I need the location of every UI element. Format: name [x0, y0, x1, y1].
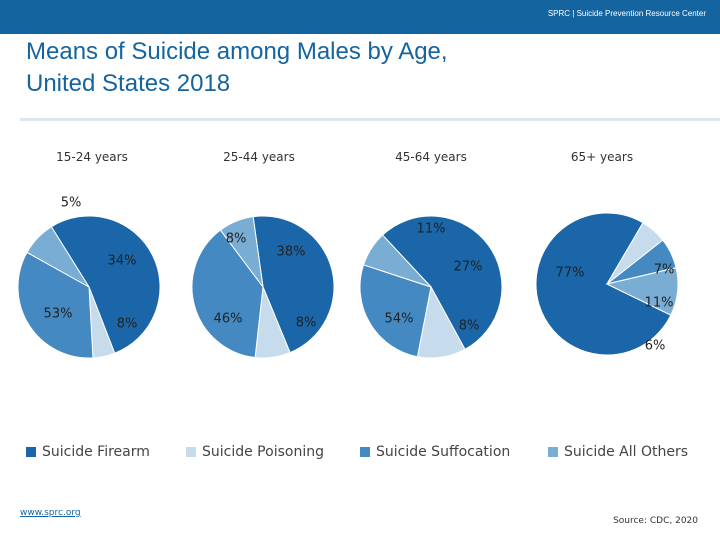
data-label-65-plus-suffocation: 7% — [654, 263, 675, 278]
legend-item-firearm: Suicide Firearm — [26, 442, 150, 462]
legend-item-poisoning: Suicide Poisoning — [186, 442, 324, 462]
data-label-45-64-suffocation: 27% — [454, 260, 483, 275]
footer-url-link[interactable]: www.sprc.org — [20, 508, 81, 518]
legend-label-suffocation: Suicide Suffocation — [376, 444, 511, 460]
data-label-25-44-all-others: 8% — [296, 316, 317, 331]
data-label-15-24-all-others: 8% — [117, 317, 138, 332]
title-divider — [20, 118, 720, 121]
data-label-25-44-poisoning: 8% — [226, 232, 247, 247]
slice-25-44-all-others — [219, 216, 264, 288]
legend-swatch-suffocation — [360, 447, 370, 457]
slice-25-44-firearm — [252, 215, 335, 354]
data-label-25-44-suffocation: 38% — [277, 245, 306, 260]
legend-swatch-firearm — [26, 447, 36, 457]
slice-45-64-all-others — [362, 234, 432, 288]
slice-25-44-suffocation — [191, 229, 264, 359]
legend-label-firearm: Suicide Firearm — [42, 444, 150, 460]
slice-15-24-all-others — [26, 226, 90, 288]
age-label-25-44: 25-44 years — [223, 150, 295, 164]
slice-65-plus-all-others — [605, 267, 679, 316]
pie-charts: 53% 5% 34% 8% 46% 8% 38% 8% 54% 11% 27% 8% 77% 6% 7% 11… — [17, 196, 679, 359]
data-label-45-64-poisoning: 11% — [417, 222, 446, 237]
slice-15-24-firearm — [50, 215, 161, 354]
header-bar: SPRC | Suicide Prevention Resource Cente… — [0, 0, 720, 34]
age-label-45-64: 45-64 years — [395, 150, 467, 164]
data-label-15-24-firearm: 53% — [44, 307, 73, 322]
legend-swatch-all-others — [548, 447, 558, 457]
data-label-45-64-all-others: 8% — [459, 319, 480, 334]
data-label-45-64-firearm: 54% — [385, 312, 414, 327]
age-label-15-24: 15-24 years — [56, 150, 128, 164]
footer-source: Source: CDC, 2020 — [613, 516, 698, 526]
data-label-15-24-suffocation: 34% — [108, 254, 137, 269]
legend-label-poisoning: Suicide Poisoning — [202, 444, 324, 460]
page-title-line-1: Means of Suicide among Males by Age, — [26, 38, 448, 65]
slice-65-plus-firearm — [535, 212, 672, 356]
age-label-65-plus: 65+ years — [570, 150, 634, 164]
data-label-65-plus-poisoning: 6% — [645, 339, 666, 354]
header-bar-text: SPRC | Suicide Prevention Resource Cente… — [547, 9, 706, 18]
page-title: Means of Suicide among Males by Age, Uni… — [26, 36, 626, 100]
data-label-25-44-firearm: 46% — [214, 312, 243, 327]
data-label-15-24-poisoning: 5% — [61, 196, 82, 211]
slice-45-64-firearm — [381, 215, 503, 351]
data-label-65-plus-all-others: 11% — [645, 296, 674, 311]
legend-item-all-others: Suicide All Others — [548, 442, 688, 462]
page-title-line-2: United States 2018 — [26, 70, 231, 97]
data-label-65-plus-firearm: 77% — [556, 266, 585, 281]
legend-label-all-others: Suicide All Others — [564, 444, 689, 460]
legend: Suicide Firearm Suicide Poisoning Suicid… — [26, 442, 716, 462]
legend-item-suffocation: Suicide Suffocation — [360, 442, 510, 462]
slice-45-64-suffocation — [359, 264, 432, 358]
legend-swatch-poisoning — [186, 447, 196, 457]
